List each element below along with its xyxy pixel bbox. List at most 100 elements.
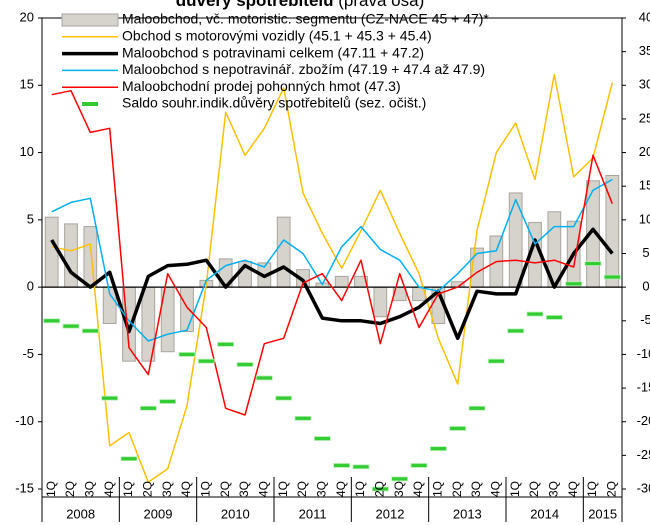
series-dash — [603, 274, 621, 280]
x-tick-label: 2Q — [450, 481, 464, 497]
series-dash — [584, 261, 602, 266]
series-line — [51, 89, 613, 416]
y-tick-label: -5 — [22, 346, 34, 361]
series-dash — [545, 315, 563, 320]
y2-tick-label: 15 — [639, 178, 650, 193]
year-label: 2015 — [588, 506, 617, 521]
legend-label: Maloobchodní prodej pohonných hmot (47.3… — [122, 78, 401, 94]
series-dash — [371, 486, 389, 492]
y2-tick-label: 30 — [639, 77, 650, 92]
bar — [373, 286, 388, 318]
y-tick-label: 10 — [20, 144, 34, 159]
series-dash — [81, 328, 99, 334]
x-tick-label: 4Q — [489, 481, 503, 497]
title-main: důvěry spotřebitelů — [176, 0, 334, 10]
y2-tick-label: 35 — [639, 43, 650, 58]
legend-label: Obchod s motorovými vozidly (45.1 + 45.3… — [122, 28, 432, 44]
x-tick-label: 2Q — [63, 481, 77, 497]
series-dash — [255, 375, 273, 381]
y-tick-label: 0 — [27, 279, 34, 294]
legend-label: Saldo souhr.indik.důvěry spotřebitelů (s… — [122, 95, 426, 111]
x-tick-label: 3Q — [83, 481, 97, 497]
series-dash — [526, 311, 544, 317]
x-tick-label: 2Q — [605, 481, 619, 497]
legend-label: Maloobchod, vč. motoristic. segmentu (CZ… — [122, 11, 489, 27]
series-dash — [43, 318, 61, 324]
x-tick-label: 3Q — [160, 481, 174, 497]
x-tick-label: 1Q — [585, 481, 599, 497]
y2-tick-label: -5 — [640, 312, 650, 327]
x-tick-label: 1Q — [431, 481, 445, 497]
y2-tick-label: -10 — [637, 346, 650, 361]
y-tick-label: -10 — [15, 413, 34, 428]
x-tick-label: 1Q — [508, 481, 522, 497]
y2-tick-label: 20 — [639, 144, 650, 159]
x-tick-label: 4Q — [411, 481, 425, 497]
series-dash — [468, 405, 486, 411]
y2-tick-label: -30 — [637, 480, 650, 495]
series-dash — [313, 436, 331, 441]
x-tick-label: 2Q — [141, 481, 155, 497]
y-tick-label: -15 — [15, 480, 34, 495]
x-tick-label: 1Q — [44, 481, 58, 497]
y2-tick-label: -15 — [637, 380, 650, 395]
series-line — [50, 227, 614, 341]
year-label: 2008 — [66, 506, 95, 521]
bar — [180, 286, 194, 333]
x-tick-label: 4Q — [179, 481, 193, 497]
y-tick-label: 20 — [20, 9, 34, 24]
series-dash — [197, 358, 215, 364]
bar — [334, 275, 349, 288]
series-dash — [487, 358, 505, 364]
x-tick-label: 1Q — [353, 481, 367, 497]
year-label: 2013 — [453, 506, 482, 521]
bar — [508, 192, 523, 288]
x-tick-label: 2Q — [373, 481, 387, 497]
x-tick-label: 3Q — [392, 481, 406, 497]
year-label: 2010 — [221, 506, 250, 521]
series-dash — [159, 399, 177, 404]
x-tick-label: 3Q — [547, 481, 561, 497]
series-dash — [236, 362, 254, 367]
series-line — [51, 73, 614, 484]
year-label: 2014 — [530, 506, 559, 521]
y-tick-label: 15 — [20, 77, 34, 92]
x-tick-label: 3Q — [237, 481, 251, 497]
x-tick-label: 4Q — [257, 481, 271, 497]
series-dash — [410, 463, 428, 468]
series-dash — [139, 405, 157, 411]
legend-label: Maloobchod s nepotravinář. zbožím (47.19… — [122, 61, 485, 77]
x-tick-label: 1Q — [276, 481, 290, 497]
x-tick-label: 3Q — [315, 481, 329, 497]
series-dash — [429, 446, 447, 452]
y-tick-label: 5 — [27, 211, 34, 226]
y2-tick-label: -20 — [637, 413, 650, 428]
title-note: (pravá osa) — [338, 0, 424, 10]
bar — [44, 216, 59, 288]
series-dash — [391, 476, 409, 482]
legend-label: Maloobchod s potravinami celkem (47.11 +… — [122, 44, 424, 60]
x-tick-label: 2Q — [218, 481, 232, 497]
series-dash — [217, 341, 235, 347]
series-dash — [101, 395, 119, 401]
x-tick-label: 4Q — [334, 481, 348, 497]
series-dash — [507, 328, 525, 334]
y2-tick-label: 25 — [639, 110, 650, 125]
year-label: 2011 — [299, 506, 327, 521]
bar — [83, 226, 98, 288]
y2-tick-label: -25 — [637, 447, 650, 462]
chart-title: důvěry spotřebitelů (pravá osa) — [176, 0, 424, 10]
plot-frame — [41, 17, 623, 498]
x-tick-label: 2Q — [527, 481, 541, 497]
legend-swatch — [61, 13, 119, 27]
x-tick-label: 2Q — [295, 481, 309, 497]
bar — [276, 216, 291, 288]
year-label: 2012 — [376, 506, 405, 521]
series-dash — [565, 281, 583, 287]
x-tick-label: 4Q — [566, 481, 580, 497]
x-tick-label: 4Q — [102, 481, 116, 497]
series-dash — [294, 415, 312, 421]
series-line — [51, 178, 613, 342]
y2-tick-label: 40 — [639, 9, 650, 24]
